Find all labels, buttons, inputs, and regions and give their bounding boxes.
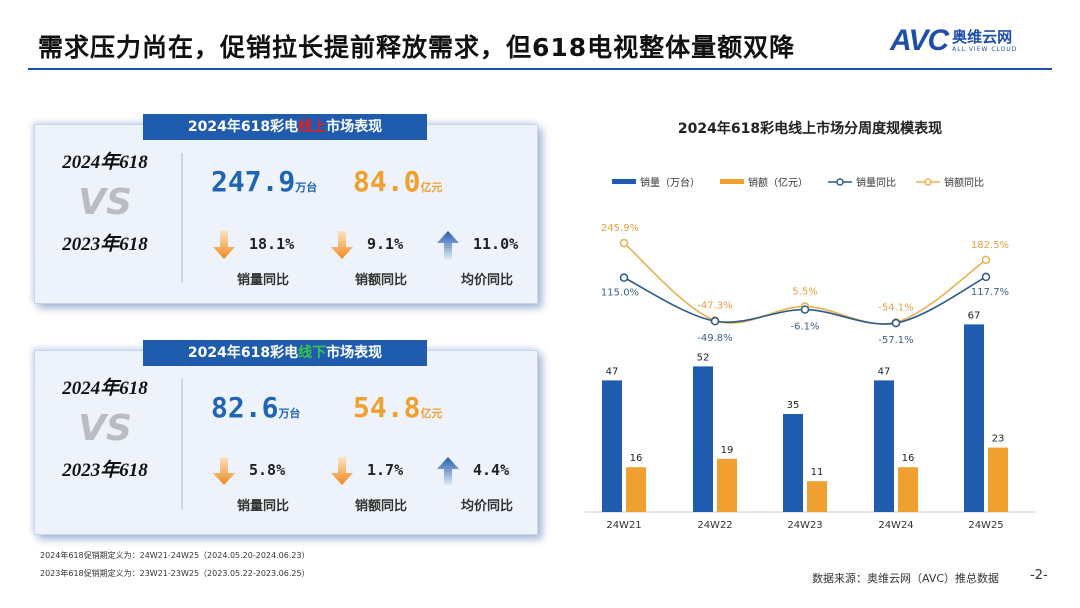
online-panel-title: 2024年618彩电线上市场表现 (143, 114, 427, 140)
page-number: -2- (1030, 568, 1048, 583)
arrow-up-icon (437, 457, 459, 485)
legend-amount-yoy: 销额同比 (916, 174, 984, 189)
logo-en: ALL VIEW CLOUD (952, 45, 1018, 53)
point-volume-yoy (891, 318, 901, 328)
arrow-down-icon (213, 457, 235, 485)
line-data-label: -54.1% (878, 302, 913, 313)
bar-data-label: 67 (968, 310, 981, 321)
promo-note-2024: 2024年618促销期定义为：24W21-24W25（2024.05.20-20… (40, 551, 310, 560)
bar-data-label: 19 (721, 445, 734, 456)
chart-title: 2024年618彩电线上市场分周度规模表现 (677, 121, 943, 137)
divider (181, 379, 183, 509)
vs-label: VS (78, 182, 132, 223)
bar-amount (626, 467, 646, 512)
point-volume-yoy (619, 273, 629, 282)
x-tick-label: 24W23 (787, 520, 822, 531)
arrow-down-icon (331, 231, 353, 259)
line-data-label: 245.9% (601, 223, 639, 234)
legend-amount: 销额（亿元） (720, 174, 808, 189)
line-data-label: -57.1% (878, 335, 913, 346)
volume-value: 247.9万台 (211, 165, 318, 198)
promo-note-2023: 2023年618促销期定义为：23W21-23W25（2023.05.22-20… (40, 569, 310, 578)
offline-panel-title: 2024年618彩电线下市场表现 (143, 340, 427, 366)
bar-amount (988, 447, 1008, 512)
legend-volume-yoy: 销量同比 (828, 174, 896, 189)
line-data-label: -49.8% (697, 333, 732, 344)
point-amount-yoy (619, 238, 629, 248)
x-tick-label: 24W22 (697, 520, 732, 531)
vs-label: VS (78, 408, 132, 449)
bar-volume (602, 380, 622, 512)
legend-volume: 销量（万台） (612, 174, 700, 189)
x-tick-label: 24W21 (606, 520, 641, 531)
bar-data-label: 52 (697, 352, 710, 363)
bar-data-label: 16 (630, 453, 643, 464)
point-volume-yoy (800, 305, 810, 314)
line-data-label: 115.0% (601, 288, 639, 299)
logo-cn: 奥维云网 (952, 27, 1013, 46)
arrow-down-icon (213, 231, 235, 259)
offline-panel: 2024年618彩电线下市场表现 2024年618 VS 2023年618 82… (34, 340, 538, 535)
x-tick-label: 24W24 (878, 520, 913, 531)
bar-data-label: 16 (902, 453, 915, 464)
year-b: 2023年618 (62, 460, 148, 481)
bar-amount (717, 458, 737, 512)
arrow-up-icon (437, 231, 459, 259)
page-title: 需求压力尚在，促销拉长提前释放需求，但618电视整体量额双降 (38, 33, 796, 62)
bar-volume (964, 324, 984, 512)
logo-mark: AVC (890, 24, 949, 57)
bar-data-label: 47 (878, 366, 891, 377)
bar-data-label: 35 (787, 400, 800, 411)
line-data-label: -47.3% (697, 300, 732, 311)
data-source: 数据来源：奥维云网（AVC）推总数据 (812, 572, 1000, 585)
amount-value: 54.8亿元 (353, 391, 443, 424)
arrow-down-icon (331, 457, 353, 485)
weekly-chart: 24W21 24W22 24W23 24W24 24W25 47 52 35 47 67 16 19 1… (585, 223, 1035, 531)
year-a: 2024年618 (62, 378, 148, 399)
bar-amount (807, 481, 827, 512)
bar-amount (898, 467, 918, 512)
bar-data-label: 23 (992, 434, 1005, 445)
point-volume-yoy (710, 316, 720, 326)
line-volume-yoy (623, 276, 987, 325)
year-a: 2024年618 (62, 152, 148, 173)
avc-logo: AVC 奥维云网 ALL VIEW CLOUD (890, 24, 1017, 58)
chart-legend: 销量（万台） 销额（亿元） 销量同比 销额同比 (612, 174, 984, 189)
online-panel: 2024年618彩电线上市场表现 2024年618 VS 2023年618 24… (34, 114, 538, 304)
amount-value: 84.0亿元 (353, 165, 443, 198)
bar-data-label: 11 (811, 467, 824, 478)
bar-volume (693, 366, 713, 512)
line-data-label: 117.7% (971, 287, 1009, 298)
divider (181, 153, 183, 283)
bar-volume (874, 380, 894, 512)
year-b: 2023年618 (62, 234, 148, 255)
x-tick-label: 24W25 (968, 520, 1003, 531)
bar-data-label: 47 (606, 366, 619, 377)
header-rule (28, 68, 1052, 70)
bar-volume (783, 414, 803, 512)
year-compare: 2024年618 VS 2023年618 (35, 373, 175, 482)
point-amount-yoy (981, 255, 991, 265)
volume-value: 82.6万台 (211, 391, 301, 424)
line-data-label: 5.5% (792, 287, 817, 298)
line-data-label: 182.5% (971, 240, 1009, 251)
point-volume-yoy (981, 272, 991, 282)
year-compare: 2024年618 VS 2023年618 (35, 147, 175, 256)
line-data-label: -6.1% (790, 322, 819, 333)
